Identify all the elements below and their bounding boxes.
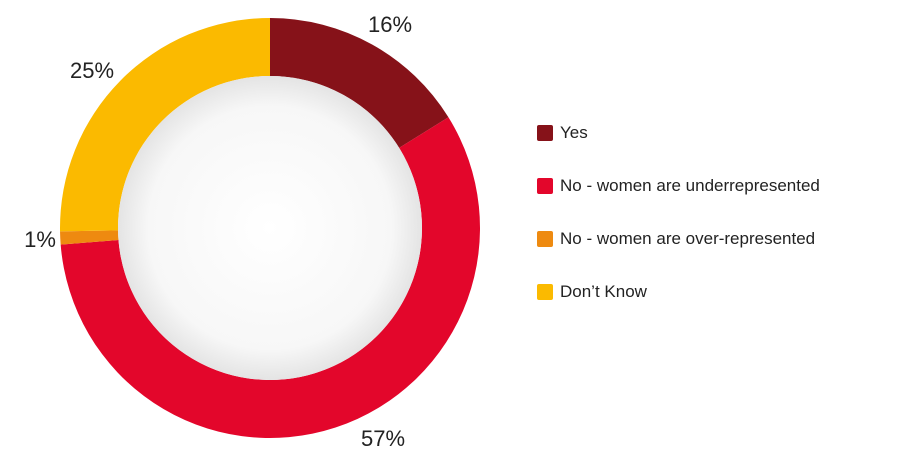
legend-swatch <box>537 231 553 247</box>
legend-swatch <box>537 178 553 194</box>
legend-swatch <box>537 284 553 300</box>
legend-item-no-women-are-over-represented: No - women are over-represented <box>537 226 820 252</box>
slice-label-no-women-are-underrepresented: 57% <box>361 426 405 451</box>
slice-label-yes: 16% <box>368 12 412 37</box>
legend-item-no-women-are-underrepresented: No - women are underrepresented <box>537 173 820 199</box>
slice-don-t-know <box>59 18 270 232</box>
legend-label: No - women are over-represented <box>560 229 816 248</box>
chart-legend: Yes No - women are underrepresented No - w… <box>537 120 820 332</box>
slice-no-women-are-underrepresented <box>60 117 481 438</box>
legend-label: No - women are underrepresented <box>560 176 820 195</box>
slice-yes <box>270 18 449 148</box>
donut-hole <box>118 76 422 380</box>
legend-swatch <box>537 125 553 141</box>
legend-label: Yes <box>560 123 588 142</box>
legend-label: Don’t Know <box>560 282 647 301</box>
legend-item-don-t-know: Don’t Know <box>537 279 820 305</box>
legend-item-yes: Yes <box>537 120 820 146</box>
slice-no-women-are-over-represented <box>60 230 119 245</box>
slice-label-don-t-know: 25% <box>70 58 114 83</box>
slice-label-no-women-are-over-represented: 1% <box>24 227 56 252</box>
